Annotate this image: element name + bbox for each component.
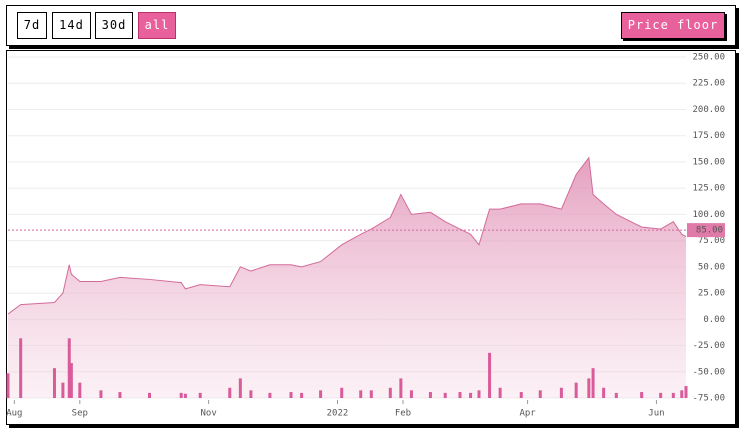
volume-bar [443, 392, 447, 398]
y-tick-label: 150.00 [692, 157, 725, 167]
volume-bar [19, 338, 23, 398]
volume-bar [198, 392, 202, 398]
volume-bar [640, 392, 644, 398]
price-floor-badge [687, 223, 725, 238]
volume-bar [99, 390, 103, 398]
volume-bar [228, 387, 232, 398]
y-tick-label: 50.00 [698, 262, 725, 272]
volume-bar [538, 390, 542, 398]
volume-bar [289, 392, 293, 398]
x-tick-label: Feb [395, 409, 411, 419]
volume-bar [498, 387, 502, 398]
toolbar: Price floor 7d 14d 30d all [6, 5, 736, 46]
y-tick-label: 0.00 [703, 315, 725, 325]
volume-bar [183, 393, 187, 398]
volume-bar [659, 392, 663, 398]
volume-bar [399, 378, 403, 398]
volume-bar [61, 382, 65, 398]
volume-bar [602, 387, 606, 398]
volume-bar [359, 390, 363, 398]
volume-bar [52, 368, 56, 398]
volume-bar [574, 382, 578, 398]
volume-bar [519, 392, 523, 398]
range-button[interactable]: 7d [17, 12, 47, 39]
x-tick-label: Sep [72, 409, 88, 419]
volume-bar [477, 390, 481, 398]
volume-bar [614, 392, 618, 398]
volume-bar [238, 378, 242, 398]
volume-bar [67, 338, 71, 398]
volume-bar [458, 392, 462, 398]
x-tick-label: Aug [6, 409, 22, 419]
y-tick-label: 175.00 [692, 131, 725, 141]
y-tick-label: 100.00 [692, 210, 725, 220]
x-tick-label: Apr [519, 409, 536, 419]
volume-bar [409, 390, 413, 398]
y-tick-label: 25.00 [698, 289, 725, 299]
volume-bar [148, 392, 152, 398]
volume-bar [340, 387, 344, 398]
price-area [8, 157, 686, 398]
y-tick-label: 75.00 [698, 236, 725, 246]
range-button[interactable]: 14d [52, 12, 91, 39]
y-tick-label: 250.00 [692, 53, 725, 63]
x-tick-label: Nov [201, 409, 217, 419]
volume-bar [319, 390, 323, 398]
y-tick-label: 125.00 [692, 184, 725, 194]
price-floor-button[interactable]: Price floor [621, 12, 725, 39]
volume-bar [428, 392, 432, 398]
volume-bar [300, 392, 304, 398]
volume-bar [591, 368, 595, 398]
volume-bar [469, 392, 473, 398]
volume-bar [488, 352, 492, 398]
volume-bar [69, 363, 73, 398]
volume-bar [671, 392, 675, 398]
y-tick-label: 200.00 [692, 105, 725, 115]
price-floor-label: 85.00 [696, 226, 723, 236]
price-line [7, 156, 687, 315]
y-tick-label: -75.00 [692, 394, 725, 404]
y-tick-label: -50.00 [692, 367, 725, 377]
volume-bar [118, 392, 122, 398]
volume-bar [587, 378, 591, 398]
volume-bar [78, 382, 82, 398]
y-tick-label: -25.00 [692, 341, 725, 351]
x-tick-label: 2022 [327, 409, 349, 419]
volume-bar [680, 390, 684, 398]
y-tick-label: 225.00 [692, 79, 725, 89]
volume-bar [6, 373, 10, 398]
volume-bar [268, 392, 272, 398]
volume-bar [388, 387, 392, 398]
x-tick-label: Jun [648, 409, 664, 419]
volume-bar [559, 387, 563, 398]
range-button[interactable]: 30d [95, 12, 133, 39]
volume-bar [369, 390, 373, 398]
volume-bar [179, 392, 183, 398]
volume-bar [249, 390, 253, 398]
volume-bar [684, 386, 688, 398]
range-button[interactable]: all [138, 12, 176, 39]
